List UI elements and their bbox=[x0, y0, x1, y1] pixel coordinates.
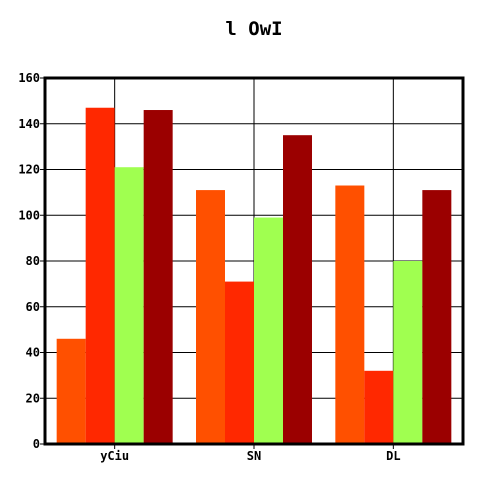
bar-SN-series-1 bbox=[196, 190, 225, 444]
bar-SN-series-2 bbox=[225, 281, 254, 444]
y-tick-label: 80 bbox=[26, 254, 40, 268]
x-tick-label: yCiu bbox=[100, 449, 129, 463]
y-axis-ticks: 0 20 40 60 80 100 120 140 160 bbox=[18, 71, 45, 451]
y-tick-label: 160 bbox=[18, 71, 40, 85]
y-tick-label: 0 bbox=[33, 437, 40, 451]
y-tick-label: 100 bbox=[18, 208, 40, 222]
bar-yCiu-series-3 bbox=[114, 167, 144, 444]
y-tick-label: 60 bbox=[26, 300, 40, 314]
bar-DL-series-1 bbox=[335, 185, 365, 444]
x-tick-label: DL bbox=[386, 449, 400, 463]
x-tick-label: SN bbox=[247, 449, 261, 463]
bar-DL-series-2 bbox=[364, 370, 394, 444]
bar-yCiu-series-4 bbox=[143, 110, 173, 445]
bar-yCiu-series-2 bbox=[85, 107, 115, 445]
y-tick-label: 120 bbox=[18, 163, 40, 177]
x-axis-ticks: yCiu SN DL bbox=[100, 444, 401, 463]
bars bbox=[56, 107, 452, 445]
bar-DL-series-4 bbox=[422, 190, 452, 444]
bar-SN-series-4 bbox=[283, 135, 312, 444]
bar-SN-series-3 bbox=[254, 217, 283, 444]
y-tick-label: 20 bbox=[26, 391, 40, 405]
bar-yCiu-series-1 bbox=[56, 338, 86, 444]
y-tick-label: 40 bbox=[26, 346, 40, 360]
bar-DL-series-3 bbox=[393, 261, 423, 444]
chart-title: l OwI bbox=[225, 18, 282, 40]
y-tick-label: 140 bbox=[18, 117, 40, 131]
